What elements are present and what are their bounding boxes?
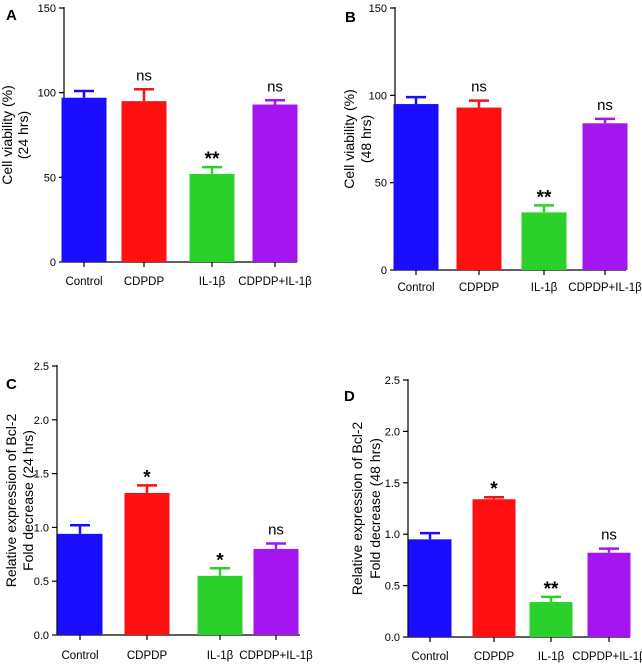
x-tick-label: CDPDP+IL-1β xyxy=(568,282,642,294)
bar-cdpdp xyxy=(472,499,516,637)
significance-label: * xyxy=(143,467,151,488)
y-axis-label: Cell viability (%) xyxy=(0,85,15,185)
y-axis-label: Relative expression of Bcl-2 xyxy=(3,414,19,588)
chart-panel-a: A Cell viability (%) (24 hrs) 0 50 100 150 Cont… xyxy=(0,3,312,288)
significance-label: ** xyxy=(544,579,559,600)
y-tick-label: 0 xyxy=(381,265,387,277)
significance-label: ns xyxy=(471,79,487,96)
y-tick-label: 150 xyxy=(38,3,56,15)
significance-label: * xyxy=(216,550,224,571)
x-tick-label: CDPDP+IL-1β xyxy=(238,276,312,288)
significance-label: ns xyxy=(136,67,152,84)
bar-il-1- xyxy=(197,575,243,635)
y-axis-label: (48 hrs) xyxy=(358,115,374,163)
y-tick-label: 2.5 xyxy=(385,375,400,387)
y-tick-label: 1.5 xyxy=(385,478,400,490)
significance-label: ** xyxy=(205,149,220,170)
panel-letter: B xyxy=(345,9,356,26)
bar-il-1- xyxy=(189,173,235,262)
x-tick-label: CDPDP+IL-1β xyxy=(572,651,642,663)
significance-label: ns xyxy=(267,78,283,95)
x-tick-label: Control xyxy=(411,651,448,663)
y-tick-label: 150 xyxy=(369,3,387,15)
y-tick-label: 1.0 xyxy=(34,522,49,534)
significance-label: ns xyxy=(601,527,617,544)
x-tick-label: CDPDP xyxy=(474,651,515,663)
y-axis-label: Cell viability (%) xyxy=(341,89,357,189)
x-tick-label: Control xyxy=(65,276,102,288)
y-axis-label: Fold decrease (48 hrs) xyxy=(367,438,383,579)
significance-label: ns xyxy=(597,97,613,114)
y-tick-label: 0.5 xyxy=(34,576,49,588)
x-tick-label: IL-1β xyxy=(538,651,565,663)
bar-control xyxy=(408,539,452,637)
bar-il-1- xyxy=(521,212,567,270)
y-tick-label: 0.0 xyxy=(385,632,400,644)
panel-letter: D xyxy=(344,388,355,405)
bar-cdpdp-il-1- xyxy=(582,123,628,270)
panel-letter: C xyxy=(6,376,17,393)
chart-panel-d: D Relative expression of Bcl-2 Fold decrea… xyxy=(344,375,642,663)
bar-cdpdp-il-1- xyxy=(253,548,299,635)
significance-label: ** xyxy=(537,187,552,208)
bar-cdpdp-il-1- xyxy=(587,552,631,637)
y-axis-label: (24 hrs) xyxy=(15,111,31,159)
x-tick-label: IL-1β xyxy=(531,282,558,294)
significance-label: ns xyxy=(268,522,284,539)
y-tick-label: 1.5 xyxy=(34,469,49,481)
bar-control xyxy=(57,533,103,635)
x-tick-label: CDPDP xyxy=(459,282,500,294)
bar-il-1- xyxy=(529,602,573,637)
bar-cdpdp xyxy=(124,492,170,635)
y-tick-label: 50 xyxy=(375,178,387,190)
x-tick-label: CDPDP xyxy=(124,276,165,288)
y-tick-label: 1.0 xyxy=(385,529,400,541)
y-tick-label: 0.0 xyxy=(34,630,49,642)
y-tick-label: 100 xyxy=(369,90,387,102)
x-tick-label: Control xyxy=(61,650,98,662)
x-tick-label: Control xyxy=(397,282,434,294)
x-tick-label: CDPDP+IL-1β xyxy=(239,650,313,662)
chart-panel-c: C Relative expression of Bcl-2 Fold decrea… xyxy=(3,361,313,662)
bar-cdpdp-il-1- xyxy=(252,104,298,263)
x-tick-label: IL-1β xyxy=(199,276,226,288)
bar-control xyxy=(61,97,107,262)
y-axis-label: Relative expression of Bcl-2 xyxy=(349,422,365,596)
y-axis-label: Fold decrease (24 hrs) xyxy=(20,430,36,571)
x-tick-label: IL-1β xyxy=(207,650,234,662)
bar-control xyxy=(393,104,439,270)
y-tick-label: 2.0 xyxy=(385,426,400,438)
x-tick-label: CDPDP xyxy=(127,650,168,662)
y-tick-label: 0.5 xyxy=(385,581,400,593)
y-tick-label: 0 xyxy=(50,257,56,269)
bar-cdpdp xyxy=(456,107,502,270)
y-tick-label: 100 xyxy=(38,88,56,100)
panel-letter: A xyxy=(6,7,17,24)
bar-cdpdp xyxy=(121,101,167,262)
significance-label: * xyxy=(490,479,498,500)
y-tick-label: 2.0 xyxy=(34,415,49,427)
y-tick-label: 50 xyxy=(44,172,56,184)
y-tick-label: 2.5 xyxy=(34,361,49,373)
chart-panel-b: B Cell viability (%) (48 hrs) 0 50 100 150 Cont… xyxy=(341,3,642,294)
